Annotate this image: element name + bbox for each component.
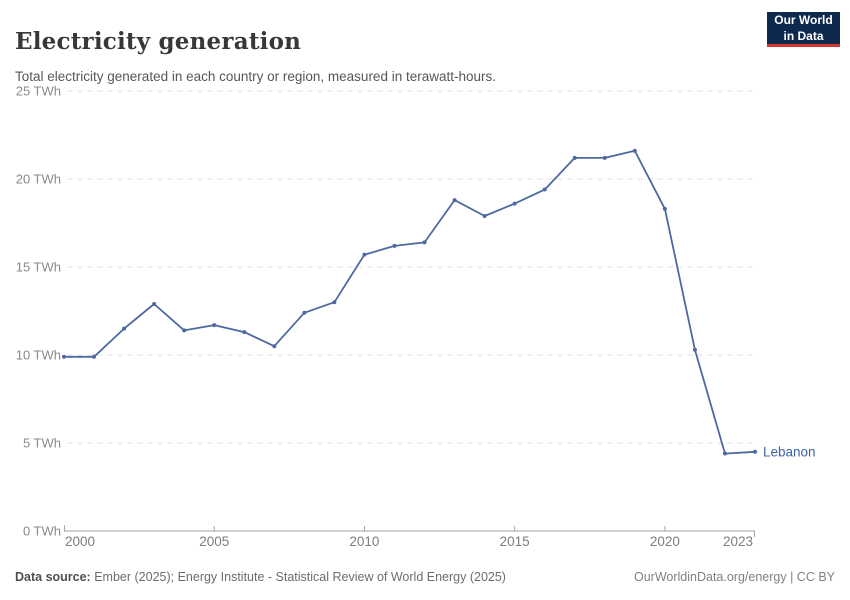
data-point-2009[interactable] (332, 300, 337, 305)
data-point-2013[interactable] (452, 198, 457, 203)
data-point-2004[interactable] (182, 328, 187, 333)
x-tick-label-2010: 2010 (349, 534, 379, 549)
y-tick-label-0: 0 TWh (23, 524, 61, 539)
x-tick-label-2020: 2020 (650, 534, 680, 549)
data-point-2014[interactable] (482, 213, 487, 218)
data-source-text: Ember (2025); Energy Institute - Statist… (90, 570, 506, 584)
data-point-2019[interactable] (632, 148, 637, 153)
license-link[interactable]: OurWorldinData.org/energy | CC BY (633, 570, 835, 584)
data-point-2000[interactable] (62, 354, 66, 359)
entity-label-lebanon[interactable]: Lebanon (763, 444, 816, 459)
y-tick-label-20: 20 TWh (16, 172, 61, 187)
data-source-label: Data source: (15, 570, 91, 584)
y-tick-label-25: 25 TWh (16, 84, 61, 99)
data-point-2021[interactable] (692, 347, 697, 352)
data-point-2018[interactable] (602, 155, 607, 160)
page-title: Electricity generation (15, 28, 302, 56)
data-source-note: Data source: Ember (2025); Energy Instit… (15, 569, 506, 585)
data-point-2017[interactable] (572, 155, 577, 160)
data-point-2020[interactable] (662, 206, 667, 211)
y-tick-label-10: 10 TWh (16, 348, 61, 363)
data-point-2010[interactable] (362, 252, 367, 257)
data-point-2008[interactable] (302, 310, 307, 315)
x-tick-label-2015: 2015 (500, 534, 530, 549)
data-point-2002[interactable] (122, 326, 127, 331)
data-point-2001[interactable] (92, 354, 97, 359)
owid-logo[interactable]: Our World in Data (767, 12, 840, 47)
x-tick-label-2023: 2023 (723, 534, 753, 549)
chart-subtitle: Total electricity generated in each coun… (15, 68, 496, 84)
y-tick-label-15: 15 TWh (16, 260, 61, 275)
data-point-2022[interactable] (722, 451, 727, 456)
owid-logo-line1: Our World (774, 13, 833, 27)
data-point-2016[interactable] (542, 187, 547, 192)
owid-logo-line2: in Data (783, 29, 824, 43)
x-tick-label-2000: 2000 (65, 534, 95, 549)
data-line-lebanon[interactable] (63, 149, 756, 455)
data-point-2011[interactable] (392, 243, 397, 248)
data-point-2007[interactable] (272, 344, 277, 349)
data-point-2023[interactable] (753, 449, 757, 454)
y-tick-label-5: 5 TWh (23, 436, 61, 451)
data-point-2006[interactable] (242, 330, 247, 335)
x-tick-label-2005: 2005 (199, 534, 229, 549)
data-point-2015[interactable] (512, 201, 517, 206)
data-point-2003[interactable] (152, 301, 157, 306)
data-point-2012[interactable] (422, 240, 427, 245)
data-point-2005[interactable] (212, 323, 217, 328)
